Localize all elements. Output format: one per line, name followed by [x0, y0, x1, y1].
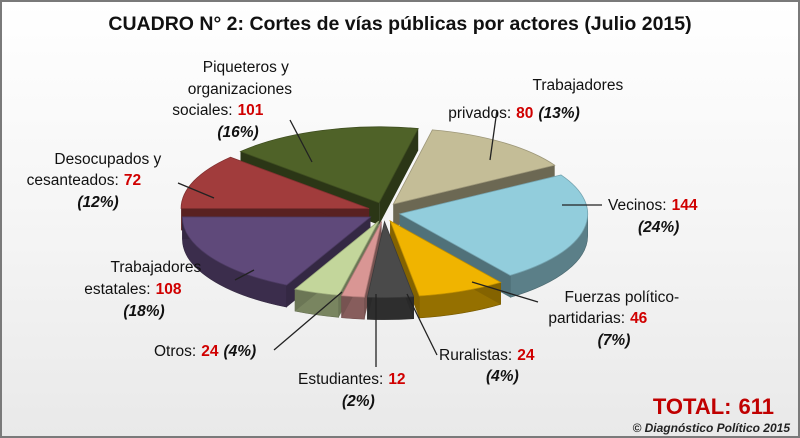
label-piqueteros-value: 101	[238, 102, 264, 119]
label-ruralistas-pct: (4%)	[486, 368, 519, 385]
label-trab-privados-line2: privados:	[448, 105, 511, 122]
label-piqueteros-pct: (16%)	[217, 124, 258, 141]
label-ruralistas: Ruralistas: 24 (4%)	[439, 347, 539, 385]
label-otros-line1: Otros:	[154, 343, 196, 360]
label-trab-estatales-line1: Trabajadores	[110, 259, 201, 276]
label-otros-value: 24	[201, 343, 219, 360]
pie-layer	[180, 126, 589, 320]
total-label: TOTAL: 611	[653, 394, 774, 419]
label-vecinos-line1: Vecinos:	[608, 197, 667, 214]
label-desocupados: Desocupados y cesanteados: 72 (12%)	[27, 151, 166, 211]
label-otros-pct: (4%)	[223, 343, 256, 360]
label-fuerzas-line2: partidarias:	[548, 310, 625, 327]
slice-piqueteros-y-organizaciones-sociales	[239, 126, 419, 204]
label-fuerzas-value: 46	[630, 310, 648, 327]
slice-desocupados-y-cesanteados	[180, 156, 370, 209]
label-fuerzas-line1: Fuerzas político-	[565, 289, 680, 306]
label-vecinos-value: 144	[672, 197, 698, 214]
slice-ruralistas	[366, 220, 415, 298]
label-desocupados-line1: Desocupados y	[54, 151, 161, 168]
label-piqueteros-line3: sociales:	[172, 102, 232, 119]
label-ruralistas-line1: Ruralistas:	[439, 347, 512, 364]
label-trab-privados: Trabajadores privados: 80 (13%)	[448, 77, 627, 122]
label-fuerzas-pct: (7%)	[598, 332, 631, 349]
slice-trabajadores-privados	[392, 129, 556, 205]
label-desocupados-value: 72	[124, 172, 141, 189]
leader-otros	[273, 291, 343, 351]
label-estudiantes-line1: Estudiantes:	[298, 371, 383, 388]
label-trab-estatales-value: 108	[156, 281, 182, 298]
label-desocupados-line2: cesanteados:	[27, 172, 119, 189]
label-vecinos: Vecinos: 144 (24%)	[608, 197, 702, 236]
label-ruralistas-value: 24	[517, 347, 535, 364]
label-trab-estatales: Trabajadores estatales: 108 (18%)	[84, 259, 205, 320]
leader-piqueteros	[289, 119, 313, 163]
label-estudiantes: Estudiantes: 12 (2%)	[298, 371, 410, 410]
slice-trabajadores-estatales	[181, 216, 372, 286]
credit-text: © Diagnóstico Político 2015	[632, 421, 790, 435]
label-otros: Otros: 24 (4%)	[154, 343, 256, 360]
label-trab-privados-pct: (13%)	[538, 105, 579, 122]
label-piqueteros: Piqueteros y organizaciones sociales: 101…	[172, 59, 296, 141]
slice-vecinos	[398, 174, 589, 276]
total-label-text: TOTAL:	[653, 394, 732, 419]
label-desocupados-pct: (12%)	[77, 194, 118, 211]
label-estudiantes-pct: (2%)	[342, 393, 375, 410]
label-trab-estatales-line2: estatales:	[84, 281, 150, 298]
leader-trab-estatales	[234, 269, 255, 281]
label-estudiantes-value: 12	[388, 371, 405, 388]
slice-fuerzas-politico-partidarias	[389, 219, 502, 297]
label-piqueteros-line1: Piqueteros y	[203, 59, 289, 76]
label-trab-privados-value: 80	[516, 105, 533, 122]
slice-wall-piqueteros-y-organizaciones-sociales-1	[379, 128, 419, 225]
label-piqueteros-line2: organizaciones	[188, 81, 293, 98]
label-vecinos-pct: (24%)	[638, 219, 679, 236]
leader-fuerzas	[471, 281, 539, 303]
leader-lines	[177, 109, 602, 367]
label-trab-estatales-pct: (18%)	[123, 303, 164, 320]
total-value: 611	[739, 394, 775, 419]
label-fuerzas: Fuerzas político- partidarias: 46 (7%)	[548, 289, 683, 349]
label-trab-privados-line1: Trabajadores	[532, 77, 623, 94]
slice-estudiantes	[340, 221, 382, 298]
leader-ruralistas	[406, 293, 438, 356]
chart-title: CUADRO N° 2: Cortes de vías públicas por…	[108, 13, 691, 35]
leader-trab-privados	[489, 109, 498, 161]
leader-desocupados	[177, 182, 215, 199]
